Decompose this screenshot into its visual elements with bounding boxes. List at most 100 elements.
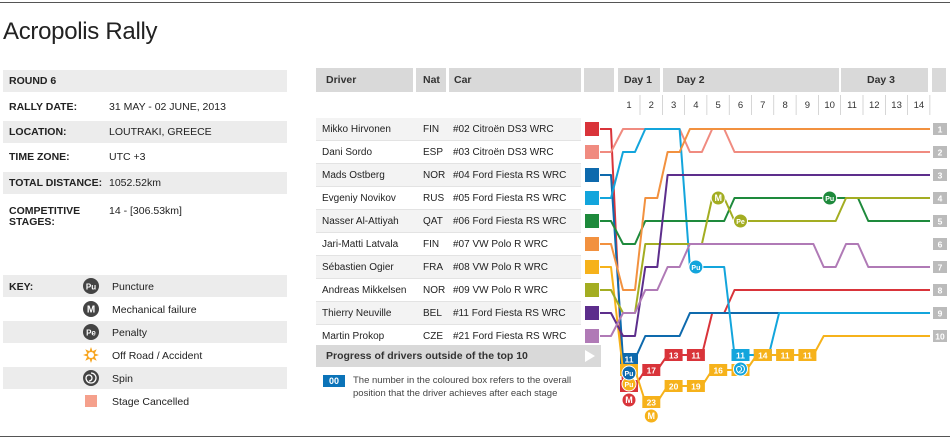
key-row: M Mechanical failure (3, 298, 287, 320)
stage-tick-label: 10 (824, 100, 835, 111)
driver-car: #04 Ford Fiesta RS WRC (453, 170, 567, 181)
note-text: The number in the coloured box refers to… (353, 375, 572, 399)
table-row (316, 141, 581, 164)
key-text: Penalty (112, 327, 148, 339)
position-box (731, 349, 750, 361)
position-box-label: 13 (669, 351, 679, 361)
info-value: LOUTRAKI, GREECE (109, 126, 212, 138)
position-box-label: 11 (803, 351, 812, 361)
stage-tick-label: 14 (913, 100, 925, 111)
driver-name: Dani Sordo (322, 147, 373, 158)
header-nat: Nat (416, 68, 446, 92)
position-tab-label: 8 (938, 286, 943, 296)
position-box-label: 20 (669, 382, 679, 392)
header-endcap (931, 68, 946, 92)
key-text: Puncture (112, 281, 155, 293)
driver-nat: ESP (423, 147, 444, 158)
driver-nat: FIN (423, 124, 440, 135)
play-arrow-icon (585, 350, 595, 362)
driver-line (600, 128, 930, 291)
bottom-rule (0, 436, 950, 437)
driver-car: #07 VW Polo R WRC (453, 239, 549, 250)
driver-nat: FIN (423, 239, 440, 250)
header-blank (584, 68, 614, 92)
driver-color-swatch (585, 329, 599, 343)
driver-name: Mads Ostberg (322, 170, 385, 181)
penalty-icon (733, 213, 748, 229)
position-box-label: 17 (647, 366, 657, 376)
driver-line (600, 243, 930, 337)
header-driver: Driver (316, 68, 413, 92)
driver-nat: NOR (423, 285, 446, 296)
position-tab (933, 284, 947, 296)
stage-tick-label: 5 (715, 100, 721, 111)
info-label: COMPETITIVE STAGES: (9, 205, 81, 228)
driver-name: Andreas Mikkelsen (322, 285, 407, 296)
info-row: RALLY DATE: 31 MAY - 02 JUNE, 2013 (3, 96, 287, 118)
driver-name: Sébastien Ogier (322, 262, 394, 273)
table-row (316, 256, 581, 279)
info-value: 31 MAY - 02 JUNE, 2013 (109, 101, 226, 113)
table-row (316, 279, 581, 302)
driver-color-swatch (585, 237, 599, 251)
driver-name: Martin Prokop (322, 331, 385, 342)
stage-tick-label: 3 (670, 100, 677, 111)
position-box-label: 11 (736, 351, 745, 361)
position-tab-label: 3 (938, 171, 943, 181)
key-row: KEY: Pu Puncture (3, 275, 287, 297)
info-row: TOTAL DISTANCE: 1052.52km (3, 172, 287, 194)
position-tab (933, 330, 947, 342)
info-label: TIME ZONE: (9, 151, 70, 163)
key-text: Spin (112, 373, 134, 385)
stage-tick-label: 4 (693, 100, 699, 111)
stage-tick-label: 12 (869, 100, 880, 111)
driver-line (600, 128, 930, 387)
stage-tick-label: 8 (782, 100, 788, 111)
mechanical-failure-icon (621, 392, 637, 408)
position-box-label: 23 (647, 398, 657, 408)
position-tab (933, 238, 947, 250)
table-row (316, 210, 581, 233)
position-box (642, 364, 661, 376)
key-row: Spin (3, 367, 287, 389)
position-tab (933, 192, 947, 204)
puncture-icon (621, 365, 637, 381)
top-rule (0, 2, 950, 3)
driver-line (600, 128, 930, 153)
stage-cancelled-icon (85, 395, 97, 407)
driver-car: #02 Citroën DS3 WRC (453, 124, 554, 135)
info-row: ROUND 6 (3, 70, 287, 92)
position-box-label: 16 (713, 366, 723, 376)
driver-car: #08 VW Polo R WRC (453, 262, 549, 273)
driver-name: Nasser Al-Attiyah (322, 216, 399, 227)
driver-name: Thierry Neuville (322, 308, 392, 319)
puncture-icon-label: Pu (691, 265, 700, 272)
puncture-icon: Pu (83, 278, 99, 294)
position-box-label: 14 (758, 351, 768, 361)
driver-name: Jari-Matti Latvala (322, 239, 399, 250)
mechanical-failure-icon-label: M (714, 193, 722, 203)
position-box (753, 349, 772, 361)
table-row (316, 164, 581, 187)
note-example-box: 00 (323, 375, 345, 387)
key-text: Stage Cancelled (112, 396, 190, 408)
driver-color-swatch (585, 168, 599, 182)
position-tab-label: 10 (935, 332, 945, 342)
driver-nat: FRA (423, 262, 443, 273)
penalty-icon: Pe (83, 324, 99, 340)
driver-car: #21 Ford Fiesta RS WRC (453, 331, 567, 342)
driver-name: Evgeniy Novikov (322, 193, 396, 204)
table-row (316, 187, 581, 210)
info-label: LOCATION: (9, 126, 67, 138)
key-label: KEY: (9, 281, 34, 293)
driver-nat: CZE (423, 331, 443, 342)
driver-nat: NOR (423, 170, 446, 181)
driver-line (600, 266, 930, 403)
puncture-icon-label: Pu (625, 371, 634, 378)
position-box (776, 349, 795, 361)
stage-tick-label: 9 (804, 100, 811, 111)
info-label: RALLY DATE: (9, 101, 78, 113)
driver-car: #05 Ford Fiesta RS WRC (453, 193, 567, 204)
mechanical-failure-icon-label: M (648, 411, 656, 421)
